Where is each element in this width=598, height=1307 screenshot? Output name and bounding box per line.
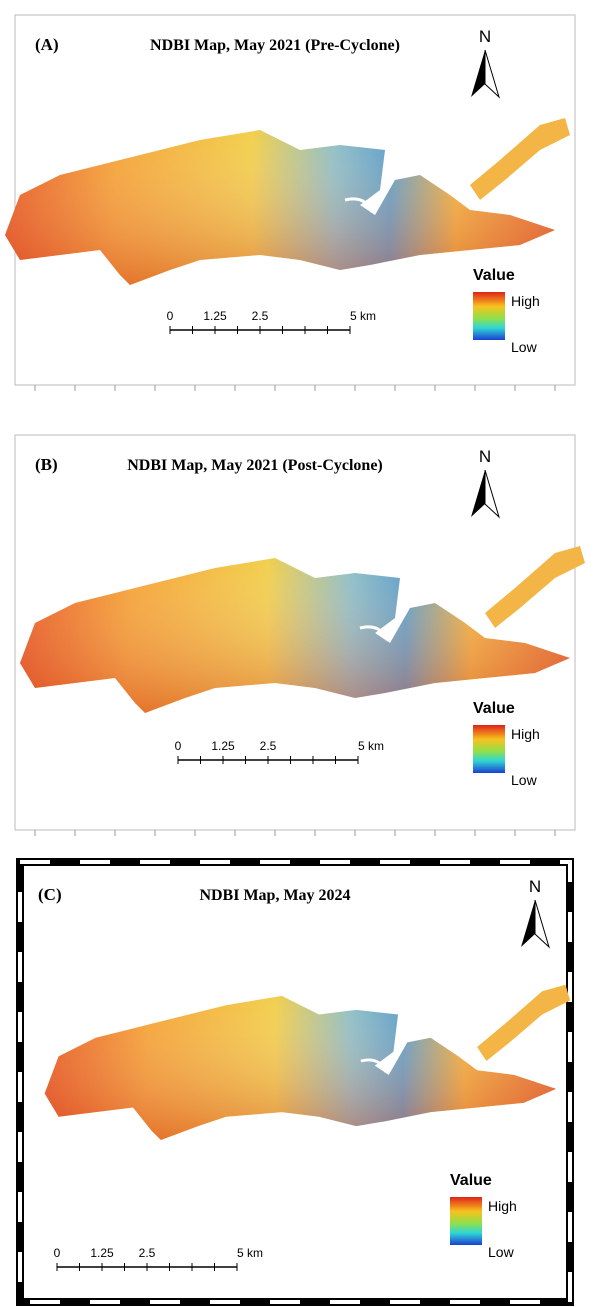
legend-high: High (511, 726, 540, 742)
north-arrow (484, 49, 501, 99)
legend-low: Low (511, 339, 538, 355)
map-panel: (B) NDBI Map, May 2021 (Post-Cyclone) N Val… (14, 434, 587, 836)
scale-label: 0 (175, 739, 182, 753)
legend-ramp (473, 292, 505, 340)
legend-high: High (511, 293, 540, 309)
legend-title: Value (473, 267, 515, 284)
scale-label: 0 (54, 1246, 61, 1260)
north-label: N (529, 877, 541, 896)
north-arrow (471, 50, 485, 97)
scale-label: 1.25 (211, 739, 235, 753)
map-panel: (A) NDBI Map, May 2021 (Pre-Cyclone) N Valu… (3, 14, 576, 391)
scale-label: 1.25 (90, 1246, 114, 1260)
north-label: N (479, 27, 491, 46)
legend-high: High (488, 1198, 517, 1214)
panel-label: (A) (35, 35, 59, 54)
panel-label: (C) (38, 885, 62, 904)
legend-ramp (450, 1197, 482, 1245)
scale-label: 2.5 (139, 1246, 156, 1260)
panels: (A) NDBI Map, May 2021 (Pre-Cyclone) N Valu… (3, 14, 587, 1306)
north-arrow (471, 470, 485, 517)
legend-title: Value (450, 1172, 492, 1189)
frame (14, 14, 576, 386)
legend-low: Low (511, 772, 538, 788)
north-arrow (521, 900, 535, 947)
legend-title: Value (473, 700, 515, 717)
panel-label: (B) (35, 455, 58, 474)
frame-checker (18, 860, 572, 1304)
scale-label: 2.5 (260, 739, 277, 753)
legend-low: Low (488, 1244, 515, 1260)
scale-label: 0 (167, 309, 174, 323)
frame (14, 434, 576, 831)
scale-label: 2.5 (252, 309, 269, 323)
north-arrow (484, 469, 501, 519)
north-arrow (534, 899, 551, 949)
map-panel: (C) NDBI Map, May 2024 N Value High Low 0 1.25 2… (16, 858, 574, 1306)
north-label: N (479, 447, 491, 466)
scale-label: 5 km (237, 1246, 263, 1260)
island-map (43, 983, 572, 1142)
scale-label: 5 km (350, 309, 376, 323)
scale-label: 5 km (358, 739, 384, 753)
scale-label: 1.25 (203, 309, 227, 323)
panel-title: NDBI Map, May 2024 (199, 887, 350, 904)
island-map (18, 544, 587, 715)
panel-title: NDBI Map, May 2021 (Post-Cyclone) (127, 457, 383, 474)
legend-ramp (473, 725, 505, 773)
panel-title: NDBI Map, May 2021 (Pre-Cyclone) (150, 37, 400, 54)
island-map (3, 116, 572, 287)
